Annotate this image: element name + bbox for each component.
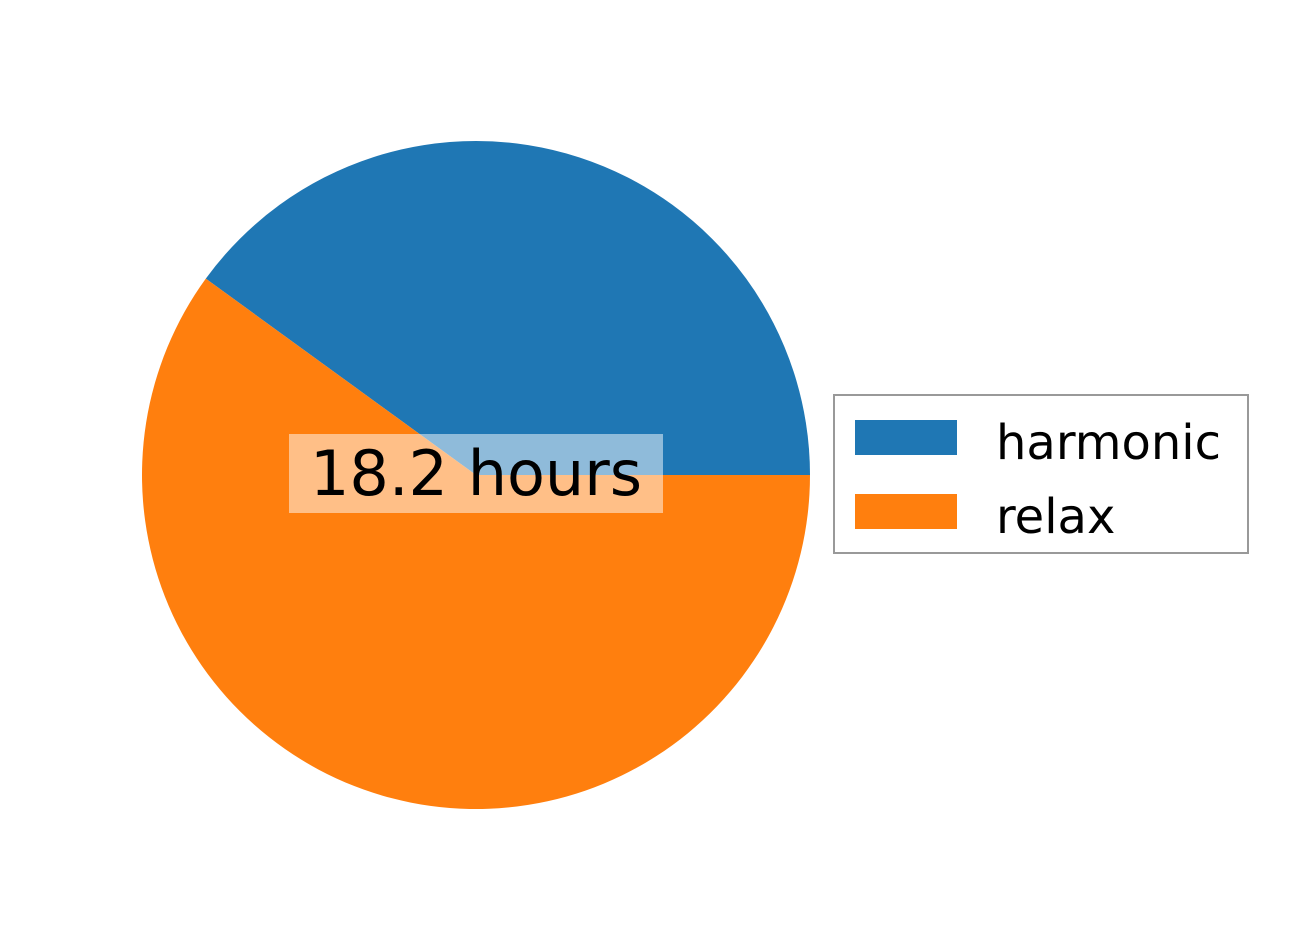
legend-label-harmonic: harmonic [996, 415, 1221, 471]
legend-swatch-relax [855, 494, 957, 529]
legend-label-relax: relax [996, 489, 1116, 545]
pie-svg [142, 141, 811, 810]
legend-entry-harmonic[interactable]: harmonic [835, 408, 1247, 482]
pie-wedge-relax[interactable] [142, 278, 811, 810]
pie-wedge-harmonic[interactable] [205, 141, 810, 475]
legend-entry-relax[interactable]: relax [835, 482, 1247, 556]
pie-chart [142, 141, 811, 810]
legend-swatch-harmonic [855, 420, 957, 455]
center-annotation-box: 18.2 hours [289, 434, 663, 513]
center-annotation-text: 18.2 hours [309, 437, 643, 510]
legend: harmonic relax [833, 394, 1249, 554]
